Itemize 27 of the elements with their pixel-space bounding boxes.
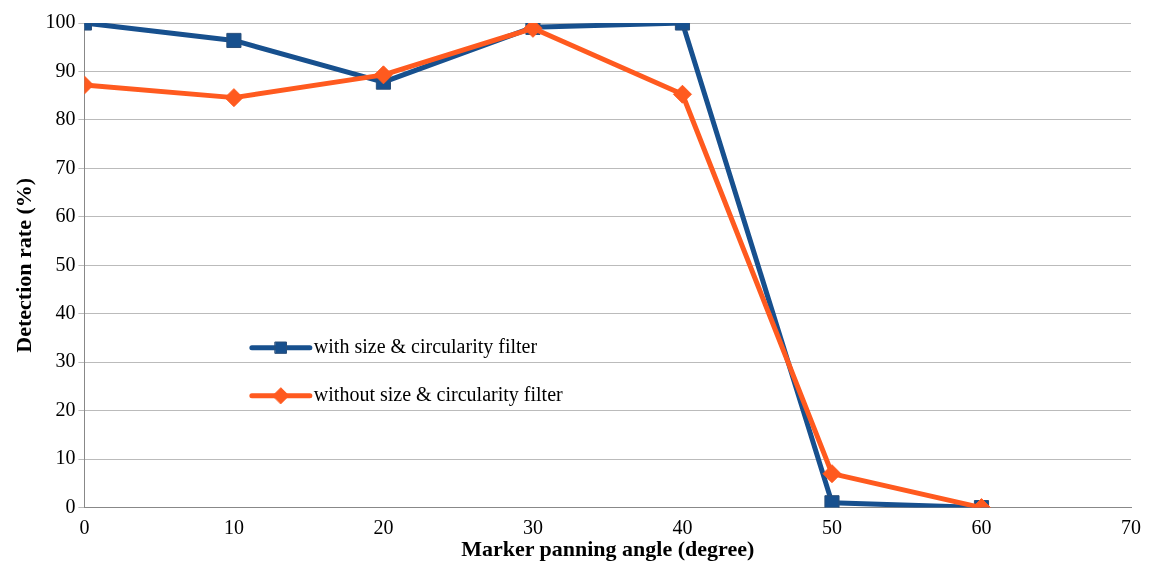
x-tick-label: 50: [821, 515, 842, 538]
x-axis-title: Marker panning angle (degree): [461, 536, 755, 562]
x-tick-label: 30: [522, 515, 543, 538]
y-tick-label: 100: [45, 10, 76, 33]
x-tick-label: 10: [223, 515, 244, 538]
y-tick-label: 10: [55, 446, 76, 469]
y-tick-label: 40: [55, 301, 76, 324]
point: [373, 65, 393, 85]
y-tick-label: 20: [55, 397, 76, 420]
x-tick-label: 0: [79, 515, 90, 538]
y-tick-label: 70: [55, 155, 76, 178]
y-tick-label: 50: [55, 252, 76, 275]
y-tick-label: 0: [65, 494, 76, 517]
legend-label: with size & circularity filter: [313, 334, 538, 358]
y-tick-label: 60: [55, 204, 76, 227]
y-tick-label: 30: [55, 349, 76, 372]
x-tick-label: 70: [1121, 515, 1141, 538]
x-tick-label: 20: [373, 515, 394, 538]
point: [224, 88, 244, 108]
y-tick-label: 90: [55, 58, 76, 81]
x-tick-label: 60: [971, 515, 992, 538]
point: [226, 32, 242, 49]
x-tick-label: 40: [672, 515, 693, 538]
point: [672, 84, 692, 104]
y-axis-title: Detection rate (%): [10, 177, 36, 353]
legend-label: without size & circularity filter: [313, 382, 563, 406]
y-tick-label: 80: [55, 107, 76, 130]
